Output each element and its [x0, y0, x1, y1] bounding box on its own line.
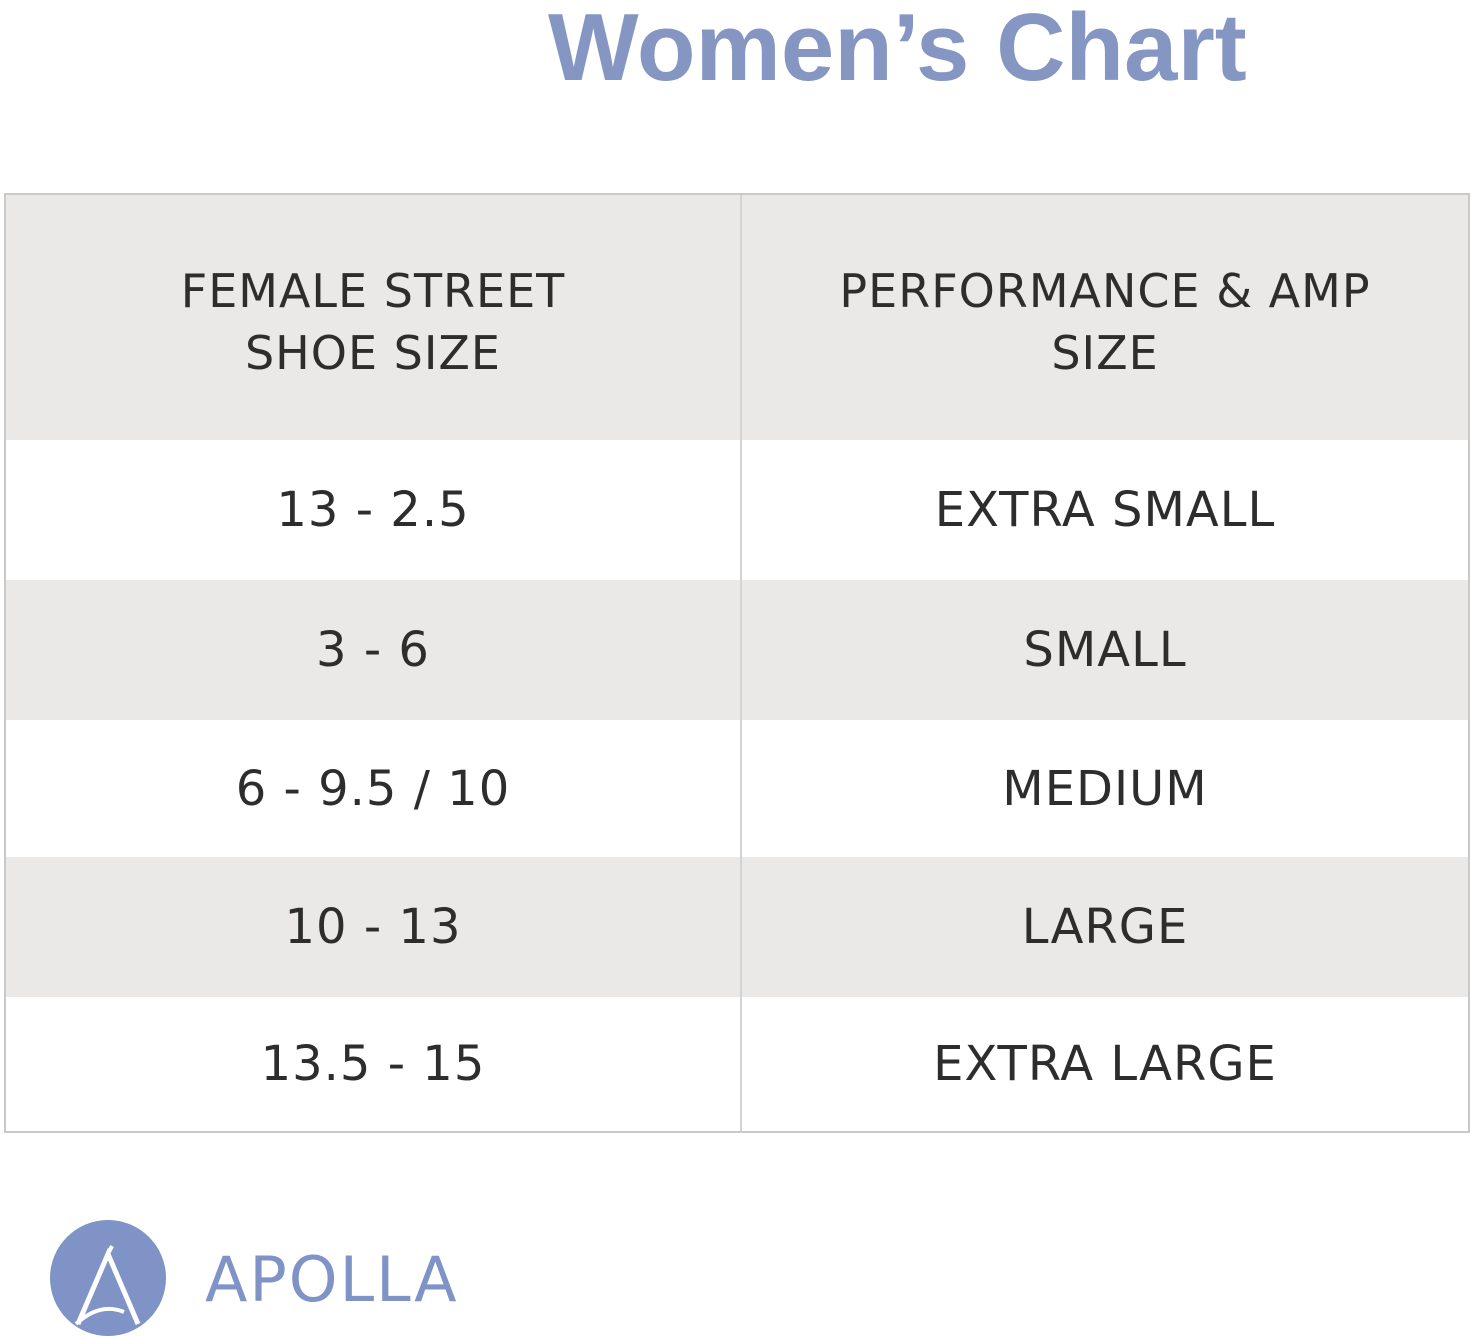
performance-size-cell: SMALL [740, 580, 1468, 720]
shoe-size-cell: 13.5 - 15 [6, 997, 740, 1131]
size-chart-table: FEMALE STREET SHOE SIZE PERFORMANCE & AM… [4, 193, 1470, 1133]
table-row: 3 - 6 SMALL [6, 580, 1468, 720]
brand-name: APOLLA [205, 1243, 459, 1316]
shoe-size-cell: 10 - 13 [6, 857, 740, 997]
performance-size-cell: EXTRA SMALL [740, 440, 1468, 580]
performance-size-cell: EXTRA LARGE [740, 997, 1468, 1131]
header-shoe-size-line2: SHOE SIZE [244, 325, 501, 380]
apolla-logo-icon [50, 1220, 166, 1336]
performance-size-cell: LARGE [740, 857, 1468, 997]
header-shoe-size-line1: FEMALE STREET [180, 263, 566, 318]
header-performance-line2: SIZE [1051, 325, 1159, 380]
table-row: 13 - 2.5 EXTRA SMALL [6, 440, 1468, 580]
performance-size-cell: MEDIUM [740, 720, 1468, 857]
table-row: 10 - 13 LARGE [6, 857, 1468, 997]
header-cell-performance-size: PERFORMANCE & AMP SIZE [740, 195, 1468, 440]
table-row: 13.5 - 15 EXTRA LARGE [6, 997, 1468, 1131]
table-header-row: FEMALE STREET SHOE SIZE PERFORMANCE & AM… [6, 195, 1468, 440]
chart-title: Women’s Chart [548, 0, 1247, 101]
shoe-size-cell: 13 - 2.5 [6, 440, 740, 580]
table-row: 6 - 9.5 / 10 MEDIUM [6, 720, 1468, 857]
shoe-size-cell: 3 - 6 [6, 580, 740, 720]
header-performance-line1: PERFORMANCE & AMP [839, 263, 1371, 318]
shoe-size-cell: 6 - 9.5 / 10 [6, 720, 740, 857]
header-cell-shoe-size: FEMALE STREET SHOE SIZE [6, 195, 740, 440]
